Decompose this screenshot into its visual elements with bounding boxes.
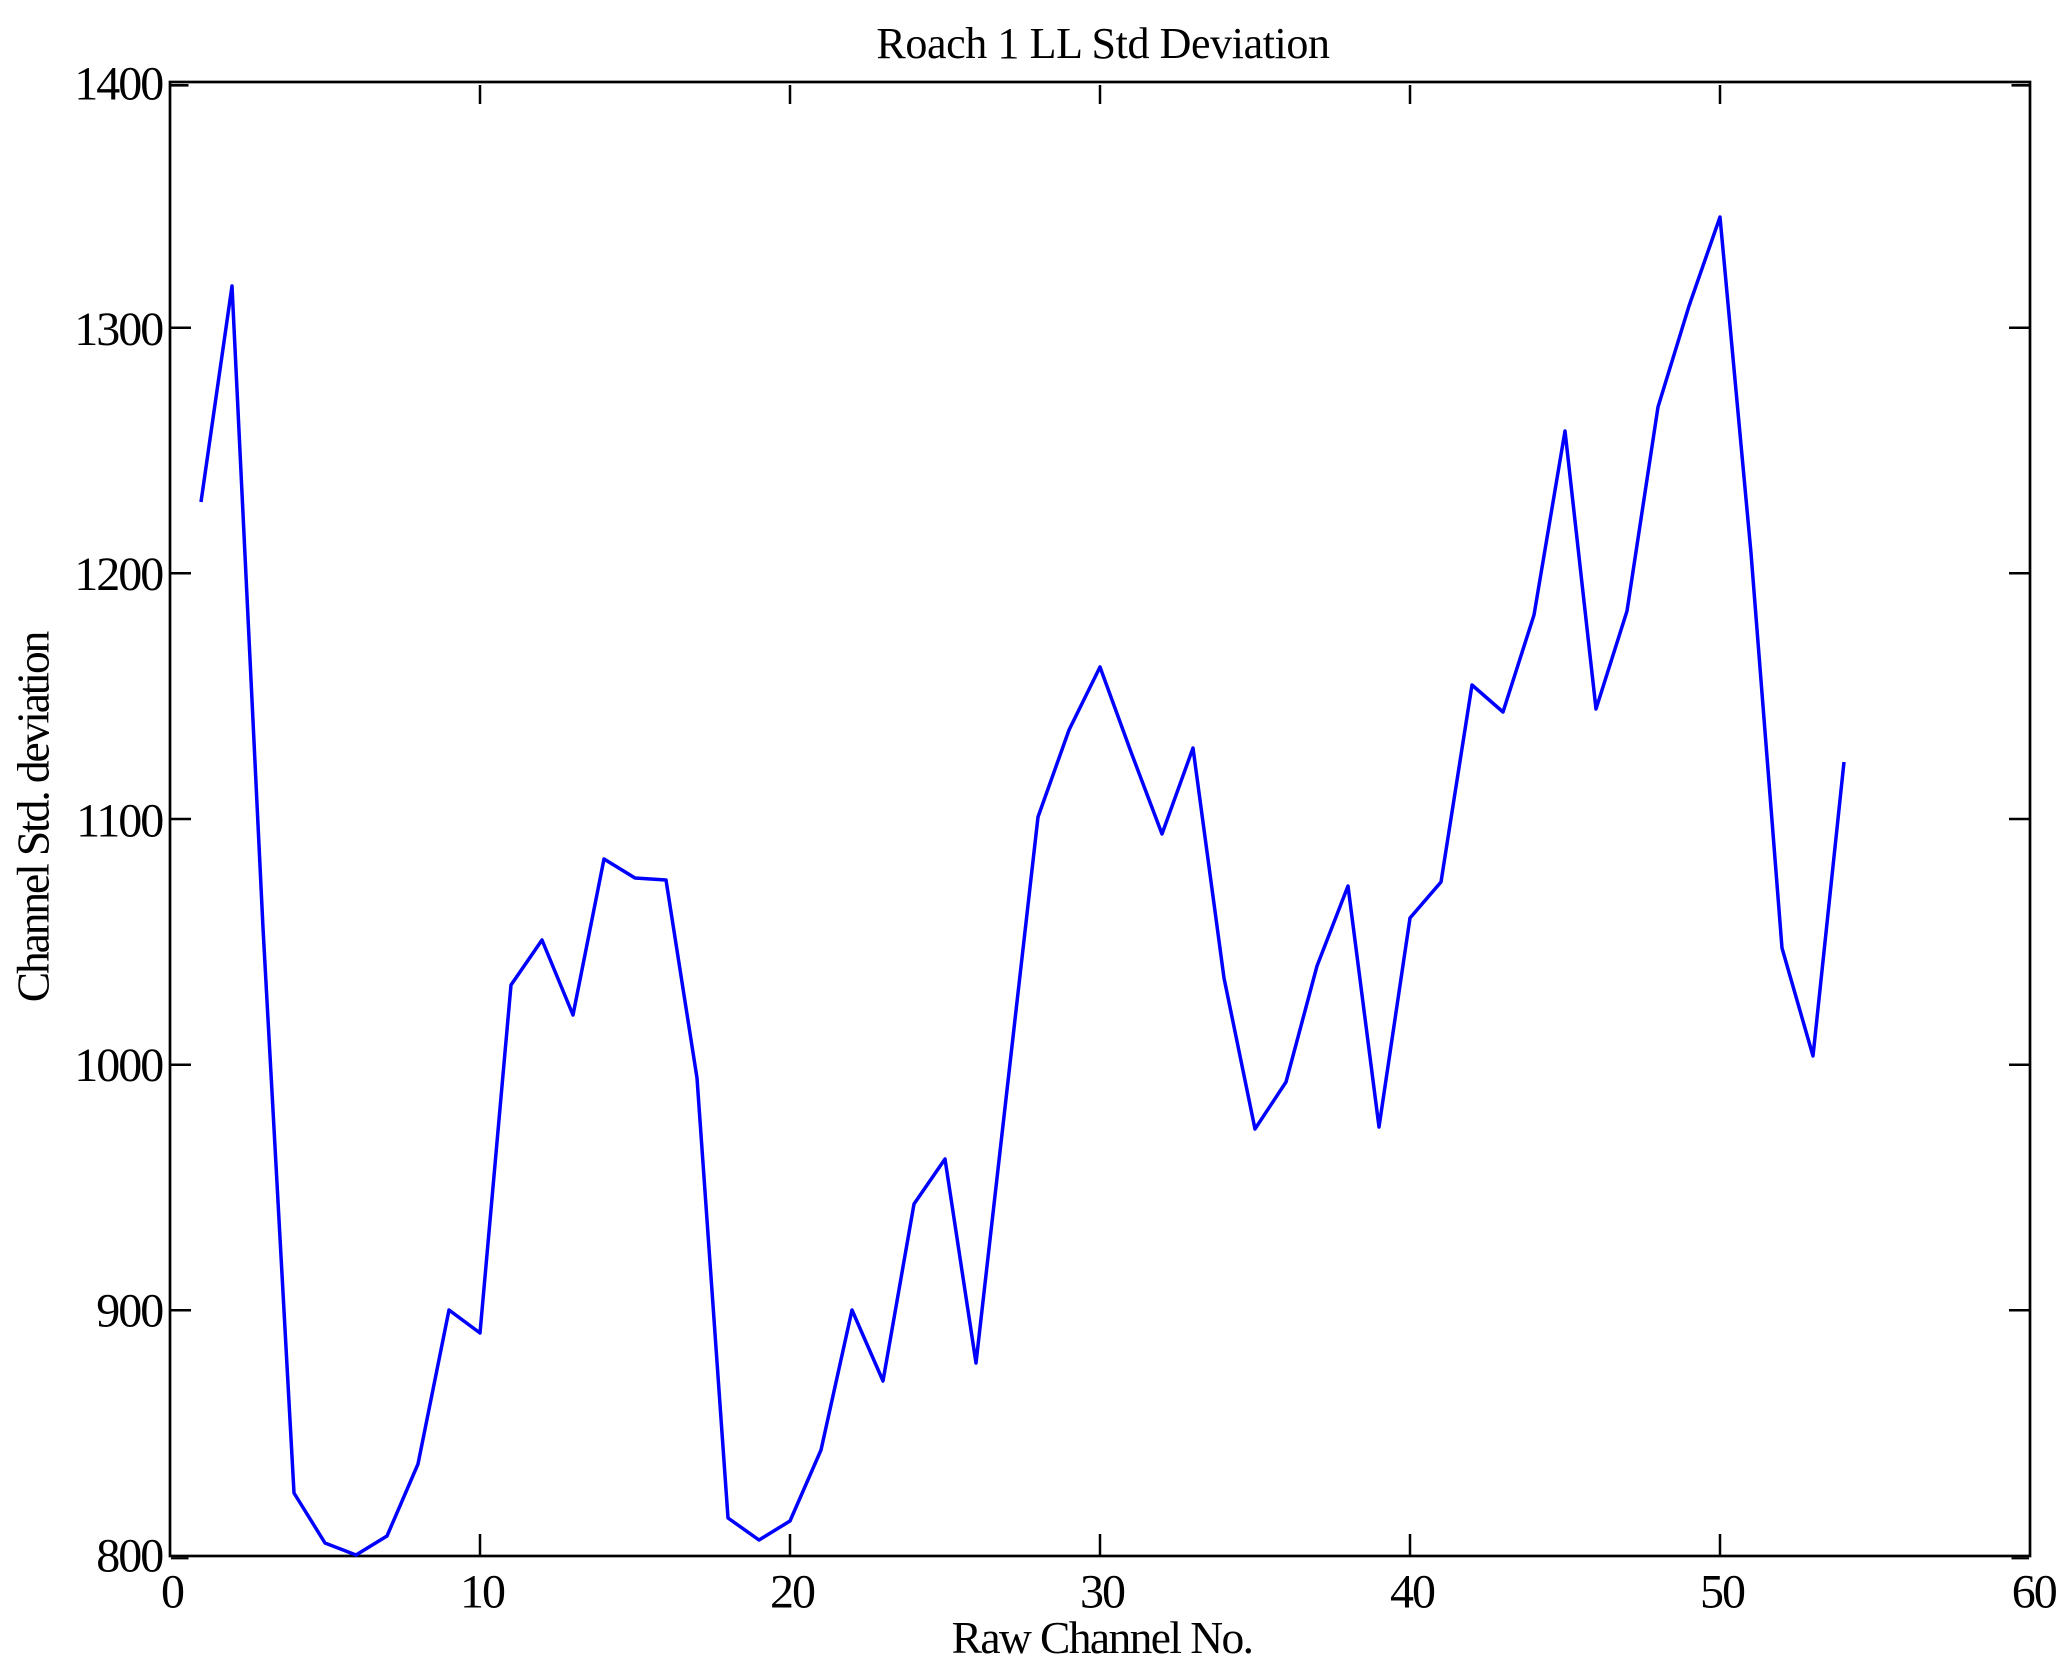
svg-text:1200: 1200 bbox=[74, 548, 163, 601]
svg-text:0: 0 bbox=[161, 1566, 184, 1619]
svg-text:20: 20 bbox=[770, 1566, 815, 1619]
svg-text:50: 50 bbox=[1700, 1566, 1745, 1619]
svg-text:Roach 1 LL Std Deviation: Roach 1 LL Std Deviation bbox=[876, 19, 1330, 68]
svg-text:30: 30 bbox=[1080, 1566, 1125, 1619]
svg-text:800: 800 bbox=[96, 1530, 163, 1583]
svg-text:1400: 1400 bbox=[74, 58, 163, 111]
svg-text:1300: 1300 bbox=[74, 303, 163, 356]
svg-text:1100: 1100 bbox=[76, 795, 163, 848]
svg-text:Channel Std. deviation: Channel Std. deviation bbox=[8, 630, 59, 1002]
svg-text:40: 40 bbox=[1390, 1566, 1435, 1619]
svg-text:Raw Channel No.: Raw Channel No. bbox=[952, 1612, 1253, 1663]
svg-text:10: 10 bbox=[460, 1566, 505, 1619]
svg-text:900: 900 bbox=[96, 1284, 163, 1337]
svg-text:1000: 1000 bbox=[74, 1039, 163, 1092]
svg-text:60: 60 bbox=[2012, 1566, 2057, 1619]
